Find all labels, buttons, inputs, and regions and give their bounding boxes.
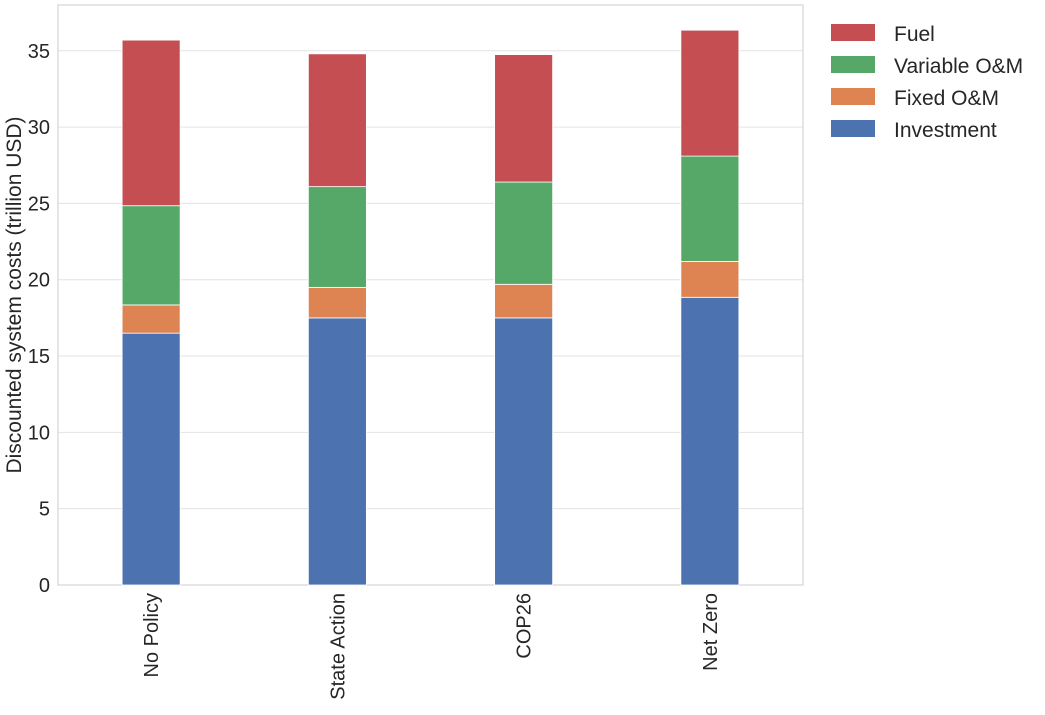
x-tick-label: Net Zero [700,593,722,671]
y-tick-label: 20 [28,270,50,292]
x-tick-label: State Action [327,593,349,700]
bar-variable-oandm-state-action [307,186,367,288]
bar-variable-oandm-no-policy [121,205,181,306]
y-tick-label: 30 [28,117,50,139]
x-axis-ticks: No Policy State Action COP26 Net Zero [141,593,722,700]
bar-investment-no-policy [121,332,181,586]
bar-fixed-oandm-no-policy [121,304,181,334]
bar-fuel-state-action [307,53,367,188]
bar-fixed-oandm-net-zero [680,261,740,298]
y-axis-ticks: 0 5 10 15 20 25 30 35 [28,41,50,597]
x-tick-label: No Policy [141,593,163,677]
bar-variable-oandm-net-zero [680,155,740,262]
legend-swatch-fuel [831,24,875,41]
bar-variable-oandm-cop26 [494,181,554,285]
legend-swatch-investment [831,120,875,137]
x-tick-label: COP26 [514,593,536,659]
legend: Fuel Variable O&M Fixed O&M Investment [831,23,1023,142]
y-tick-label: 10 [28,422,50,444]
legend-label-fixed-oandm: Fixed O&M [894,87,999,110]
y-tick-label: 5 [39,499,50,521]
legend-label-fuel: Fuel [894,23,935,46]
y-tick-label: 15 [28,346,50,368]
y-axis-title: Discounted system costs (trillion USD) [3,116,26,473]
bar-fixed-oandm-cop26 [494,283,554,319]
bar-investment-cop26 [494,317,554,586]
bar-investment-net-zero [680,296,740,586]
plot-area-frame [57,4,804,586]
legend-label-investment: Investment [894,119,997,142]
y-tick-label: 35 [28,41,50,63]
y-tick-label: 0 [39,575,50,597]
legend-swatch-fixed-oandm [831,88,875,105]
gridlines [58,50,803,586]
legend-label-variable-oandm: Variable O&M [894,55,1023,78]
bars-group [121,29,740,586]
bar-fuel-net-zero [680,29,740,157]
bar-fuel-cop26 [494,54,554,183]
legend-swatch-variable-oandm [831,56,875,73]
bar-fuel-no-policy [121,39,181,207]
bar-investment-state-action [307,317,367,586]
y-tick-label: 25 [28,193,50,215]
bar-fixed-oandm-state-action [307,286,367,319]
